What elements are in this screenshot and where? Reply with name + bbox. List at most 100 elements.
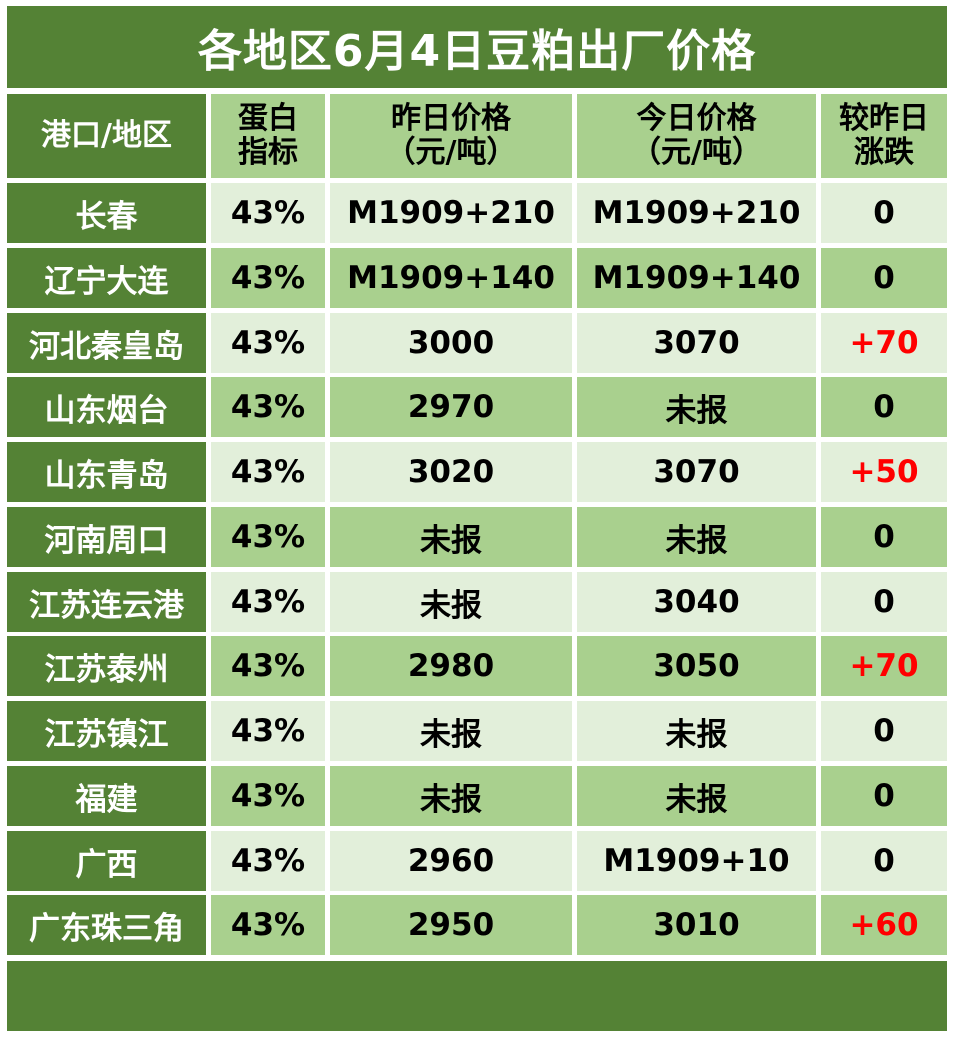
region-cell-text: 辽宁大连 xyxy=(44,263,169,300)
region-cell: 江苏镇江 xyxy=(7,701,206,761)
header-change-line2: 涨跌 xyxy=(854,135,914,170)
region-cell-text: 河北秦皇岛 xyxy=(29,328,184,365)
region-cell-text: 江苏镇江 xyxy=(44,716,169,753)
region-cell-text: 江苏连云港 xyxy=(29,587,184,624)
today-price-cell-text: 3040 xyxy=(653,584,740,620)
yesterday-price-cell: 2980 xyxy=(330,636,572,696)
protein-cell: 43% xyxy=(211,572,325,632)
protein-cell-text: 43% xyxy=(230,648,306,684)
protein-cell: 43% xyxy=(211,377,325,437)
header-protein-line2: 指标 xyxy=(238,135,298,170)
today-price-cell: M1909+140 xyxy=(577,248,816,308)
region-cell: 山东青岛 xyxy=(7,442,206,502)
yesterday-price-cell-text: 2970 xyxy=(407,389,495,425)
change-cell: 0 xyxy=(821,248,947,308)
today-price-cell: 未报 xyxy=(577,507,816,567)
yesterday-price-cell: M1909+210 xyxy=(330,183,572,243)
protein-cell: 43% xyxy=(211,183,325,243)
yesterday-price-cell: 未报 xyxy=(330,701,572,761)
protein-cell: 43% xyxy=(211,831,325,891)
change-cell: 0 xyxy=(821,831,947,891)
change-cell: +60 xyxy=(821,895,947,955)
yesterday-price-cell: 未报 xyxy=(330,766,572,826)
protein-cell: 43% xyxy=(211,507,325,567)
protein-cell: 43% xyxy=(211,766,325,826)
header-today-line2: （元/吨） xyxy=(631,135,762,170)
table-footer-bar xyxy=(7,961,947,1031)
header-protein-line1: 蛋白 xyxy=(238,101,298,137)
region-cell: 广西 xyxy=(7,831,206,891)
protein-cell-text: 43% xyxy=(230,454,306,490)
protein-cell-text: 43% xyxy=(230,778,306,814)
region-cell-text: 山东烟台 xyxy=(44,392,169,429)
region-cell-text: 江苏泰州 xyxy=(44,651,169,688)
yesterday-price-cell: 未报 xyxy=(330,507,572,567)
change-cell-text: +60 xyxy=(849,907,919,943)
protein-cell-text: 43% xyxy=(230,584,306,620)
region-cell-text: 广西 xyxy=(75,846,138,883)
change-cell-text: 0 xyxy=(873,195,895,231)
protein-cell-text: 43% xyxy=(230,260,306,296)
yesterday-price-cell-text: 未报 xyxy=(420,522,482,559)
yesterday-price-cell-text: 未报 xyxy=(420,587,482,624)
today-price-cell: 3040 xyxy=(577,572,816,632)
today-price-cell-text: 未报 xyxy=(665,716,728,753)
yesterday-price-cell-text: M1909+140 xyxy=(347,260,555,296)
change-cell: +50 xyxy=(821,442,947,502)
yesterday-price-cell-text: 未报 xyxy=(420,781,482,818)
header-region: 港口/地区 xyxy=(7,94,206,178)
region-cell-text: 山东青岛 xyxy=(44,457,169,494)
change-cell: 0 xyxy=(821,507,947,567)
header-change-line1: 较昨日 xyxy=(839,101,929,137)
yesterday-price-cell: 2960 xyxy=(330,831,572,891)
protein-cell: 43% xyxy=(211,701,325,761)
today-price-cell-text: M1909+210 xyxy=(592,195,801,231)
region-cell-text: 广东珠三角 xyxy=(29,910,184,947)
today-price-cell: 未报 xyxy=(577,377,816,437)
today-price-cell-text: M1909+140 xyxy=(592,260,801,296)
change-cell: 0 xyxy=(821,377,947,437)
change-cell-text: +50 xyxy=(849,454,919,490)
today-price-cell-text: 未报 xyxy=(665,522,728,559)
region-cell: 江苏连云港 xyxy=(7,572,206,632)
change-cell: 0 xyxy=(821,183,947,243)
today-price-cell-text: 3070 xyxy=(653,454,740,490)
region-cell: 河北秦皇岛 xyxy=(7,313,206,373)
yesterday-price-cell: M1909+140 xyxy=(330,248,572,308)
protein-cell: 43% xyxy=(211,636,325,696)
today-price-cell: 3050 xyxy=(577,636,816,696)
yesterday-price-cell: 3000 xyxy=(330,313,572,373)
protein-cell-text: 43% xyxy=(230,713,306,749)
protein-cell-text: 43% xyxy=(230,907,306,943)
change-cell-text: 0 xyxy=(873,713,895,749)
today-price-cell: 未报 xyxy=(577,701,816,761)
yesterday-price-cell-text: 2950 xyxy=(407,907,495,943)
yesterday-price-cell-text: 未报 xyxy=(420,716,482,753)
region-cell: 山东烟台 xyxy=(7,377,206,437)
protein-cell-text: 43% xyxy=(230,843,306,879)
change-cell-text: +70 xyxy=(849,648,919,684)
today-price-cell: 3070 xyxy=(577,442,816,502)
protein-cell: 43% xyxy=(211,313,325,373)
change-cell: +70 xyxy=(821,636,947,696)
region-cell: 江苏泰州 xyxy=(7,636,206,696)
yesterday-price-cell: 未报 xyxy=(330,572,572,632)
change-cell: 0 xyxy=(821,766,947,826)
change-cell: 0 xyxy=(821,572,947,632)
today-price-cell: 3070 xyxy=(577,313,816,373)
today-price-cell: 未报 xyxy=(577,766,816,826)
change-cell-text: 0 xyxy=(873,389,895,425)
header-change: 较昨日 涨跌 xyxy=(821,94,947,178)
header-today-price: 今日价格 （元/吨） xyxy=(577,94,816,178)
header-yesterday-price: 昨日价格 （元/吨） xyxy=(330,94,572,178)
region-cell: 辽宁大连 xyxy=(7,248,206,308)
change-cell-text: 0 xyxy=(873,778,895,814)
yesterday-price-cell: 2950 xyxy=(330,895,572,955)
region-cell-text: 长春 xyxy=(75,198,138,235)
yesterday-price-cell-text: 3000 xyxy=(407,325,495,361)
change-cell-text: 0 xyxy=(873,843,895,879)
yesterday-price-cell-text: 3020 xyxy=(407,454,495,490)
change-cell-text: 0 xyxy=(873,260,895,296)
region-cell: 广东珠三角 xyxy=(7,895,206,955)
